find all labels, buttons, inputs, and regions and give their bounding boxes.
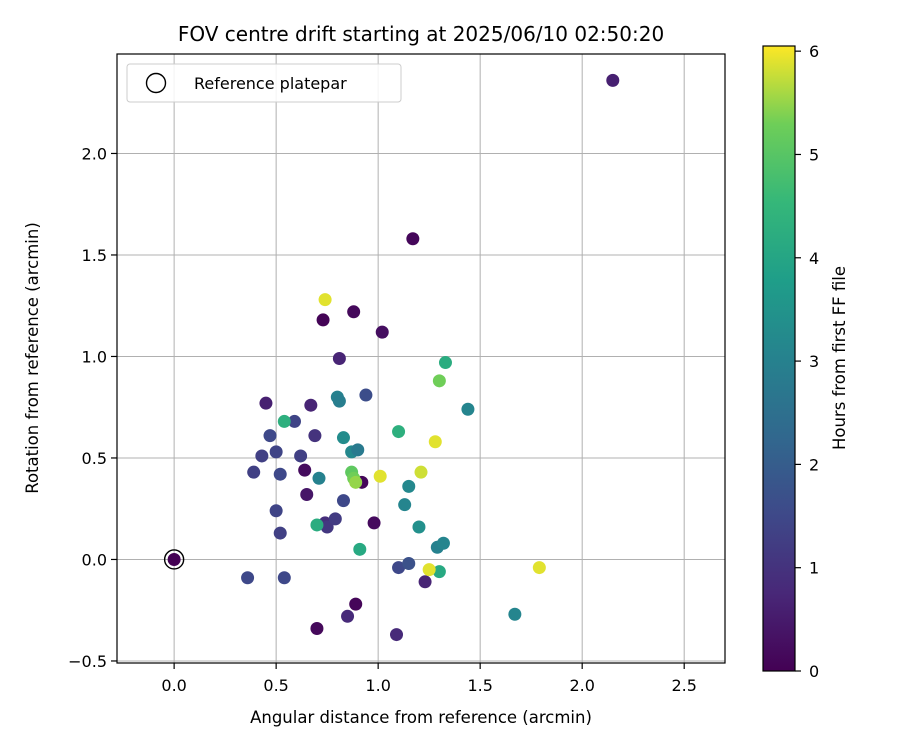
data-point <box>359 388 373 402</box>
y-axis-ticks: −0.5 0.0 0.5 1.0 1.5 2.0 <box>68 144 117 671</box>
legend: Reference platepar <box>126 63 402 103</box>
data-point <box>312 471 326 485</box>
data-point <box>332 394 346 408</box>
data-point <box>310 621 324 635</box>
colorbar-tick-label: 4 <box>809 249 819 268</box>
reference-marker-group <box>163 549 185 570</box>
colorbar-tick-label: 6 <box>809 42 819 61</box>
data-point <box>341 609 355 623</box>
chart-title: FOV centre drift starting at 2025/06/10 … <box>178 22 664 46</box>
y-tick-label: 1.5 <box>82 246 107 265</box>
colorbar-tick-label: 1 <box>809 559 819 578</box>
data-point <box>277 571 291 585</box>
legend-box <box>126 63 402 103</box>
data-point <box>310 518 324 532</box>
data-point <box>390 628 404 642</box>
data-point <box>318 293 332 307</box>
data-point <box>300 488 314 502</box>
data-point <box>332 352 346 365</box>
legend-reference-ring-icon <box>145 72 167 94</box>
data-point <box>398 498 412 512</box>
y-tick-label: 0.0 <box>82 550 107 569</box>
data-point <box>402 479 416 493</box>
data-point <box>532 561 546 575</box>
data-point <box>298 463 312 477</box>
x-axis-ticks: 0.0 0.5 1.0 1.5 2.0 2.5 <box>161 663 697 695</box>
colorbar-tick-label: 2 <box>809 455 819 474</box>
data-point <box>294 449 308 463</box>
data-point <box>336 494 350 508</box>
data-points <box>167 73 620 642</box>
data-point <box>406 232 420 246</box>
reference-platepar-marker <box>163 549 185 570</box>
data-point <box>349 597 363 611</box>
data-point <box>412 520 426 534</box>
data-point <box>288 414 302 428</box>
colorbar-tick-label: 3 <box>809 352 819 371</box>
gridlines <box>117 54 725 663</box>
data-point <box>392 561 406 575</box>
data-point <box>247 465 261 479</box>
data-point <box>428 435 442 449</box>
x-tick-label: 2.0 <box>569 676 594 695</box>
data-point <box>269 504 283 518</box>
data-point <box>373 469 387 483</box>
y-tick-label: 2.0 <box>82 144 107 163</box>
colorbar: 0 1 2 3 4 5 6 Hours from first FF file <box>762 42 849 681</box>
colorbar-ticks: 0 1 2 3 4 5 6 <box>795 42 819 681</box>
data-point <box>606 73 620 87</box>
data-point <box>277 414 291 428</box>
data-point <box>273 467 287 481</box>
data-point <box>351 443 365 457</box>
data-point <box>432 565 446 579</box>
data-point <box>367 516 381 530</box>
data-point <box>263 429 277 443</box>
data-point <box>461 402 475 416</box>
data-point <box>353 542 367 556</box>
axes-frame <box>116 53 726 664</box>
colorbar-gradient <box>762 45 796 672</box>
data-point <box>241 571 255 585</box>
data-point <box>167 552 181 566</box>
colorbar-tick-label: 0 <box>809 662 819 681</box>
data-point <box>328 512 342 526</box>
x-tick-label: 1.5 <box>467 676 492 695</box>
x-tick-label: 1.0 <box>365 676 390 695</box>
data-point <box>273 526 287 540</box>
data-point <box>316 313 330 327</box>
colorbar-tick-label: 5 <box>809 145 819 164</box>
data-point <box>375 325 389 339</box>
x-tick-label: 0.5 <box>263 676 288 695</box>
data-point <box>438 356 452 370</box>
data-point <box>347 305 361 319</box>
data-point <box>402 557 416 571</box>
plot-area <box>117 54 725 663</box>
data-point <box>269 445 283 459</box>
y-tick-label: −0.5 <box>68 652 107 671</box>
data-point <box>308 429 322 443</box>
y-tick-label: 1.0 <box>82 347 107 366</box>
colorbar-label: Hours from first FF file <box>830 266 849 450</box>
x-tick-label: 2.5 <box>671 676 696 695</box>
y-tick-label: 0.5 <box>82 449 107 468</box>
data-point <box>508 607 522 621</box>
data-point <box>392 425 406 439</box>
data-point <box>418 575 432 589</box>
data-point <box>436 536 450 550</box>
x-tick-label: 0.0 <box>161 676 186 695</box>
legend-entry-reference-platepar: Reference platepar <box>194 74 347 93</box>
data-point <box>336 431 350 445</box>
data-point <box>320 520 334 534</box>
data-point <box>432 374 446 388</box>
data-point <box>255 449 269 463</box>
data-point <box>259 396 273 410</box>
x-axis-label: Angular distance from reference (arcmin) <box>250 708 592 727</box>
y-axis-label: Rotation from reference (arcmin) <box>23 222 42 494</box>
data-point <box>304 398 318 412</box>
data-point <box>422 563 436 577</box>
data-point <box>349 475 363 489</box>
data-point <box>414 465 428 479</box>
